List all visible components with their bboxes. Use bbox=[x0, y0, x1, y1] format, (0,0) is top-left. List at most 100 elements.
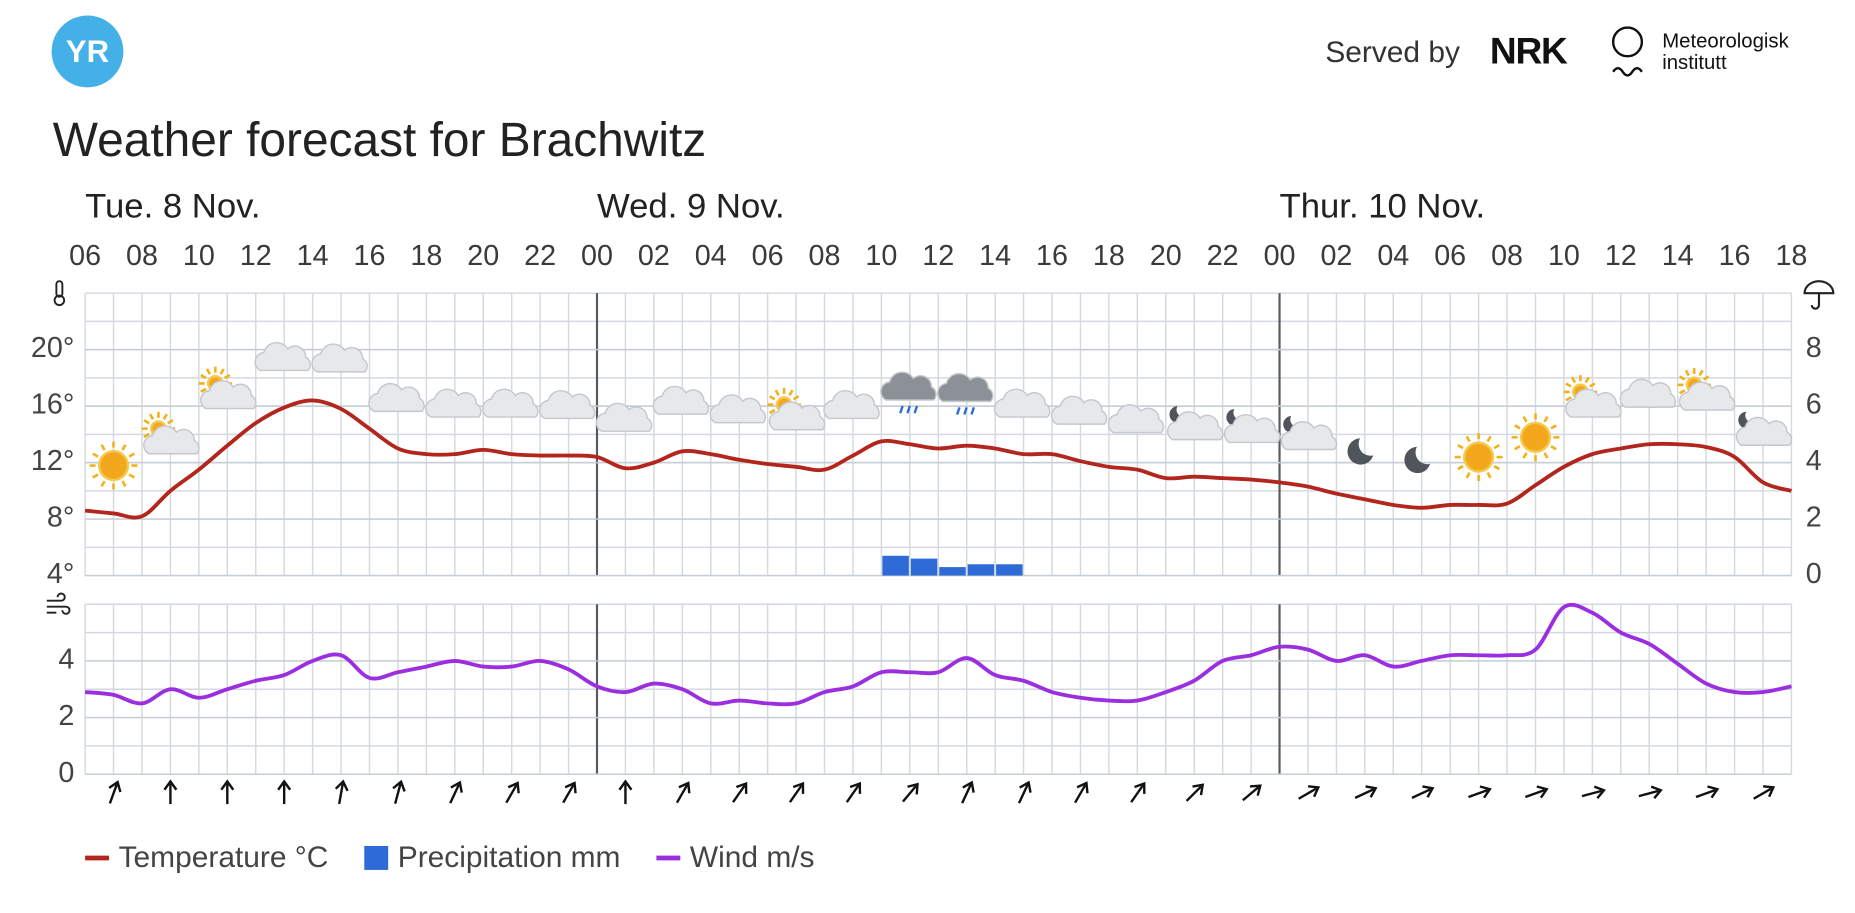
weather-icon bbox=[89, 441, 138, 490]
sun-ray bbox=[128, 452, 135, 458]
sun-ray bbox=[143, 419, 150, 425]
cloud bbox=[311, 343, 368, 373]
wind-arrow-head bbox=[450, 780, 463, 793]
x-tick-label: 02 bbox=[1320, 240, 1352, 272]
weather-icon bbox=[880, 371, 937, 414]
wind-arrow-head bbox=[334, 779, 349, 792]
cloud bbox=[425, 388, 482, 418]
weather-icon bbox=[1677, 368, 1736, 411]
weather-icon bbox=[254, 341, 312, 372]
y-tick-label: 4° bbox=[47, 558, 74, 590]
wind-arrow-head bbox=[220, 779, 235, 791]
wind-arrow-head bbox=[1763, 785, 1776, 798]
sun-ray bbox=[1493, 443, 1500, 450]
wind-arrow-shaft bbox=[1074, 784, 1087, 804]
sun-ray bbox=[100, 480, 106, 487]
cloud bbox=[1223, 413, 1281, 444]
sun-ray bbox=[1522, 452, 1528, 459]
sun-ray bbox=[768, 408, 776, 415]
wind-arrow bbox=[1638, 785, 1663, 799]
weather-icon bbox=[1050, 395, 1108, 425]
met-logo[interactable] bbox=[1611, 26, 1644, 58]
weather-icon bbox=[538, 389, 596, 420]
y-tick-label: 12° bbox=[31, 445, 74, 477]
sun-ray bbox=[1702, 375, 1710, 381]
cloud bbox=[1565, 388, 1622, 418]
x-tick-label: 10 bbox=[865, 240, 897, 272]
x-tick-label: 22 bbox=[524, 240, 556, 272]
wind-arrow-shaft bbox=[108, 783, 118, 804]
wind-arrow bbox=[1185, 783, 1205, 802]
weather-icon bbox=[823, 389, 880, 420]
wind-arrow-shaft bbox=[505, 784, 518, 804]
weather-icon bbox=[198, 366, 257, 410]
day-label: Thur. 10 Nov. bbox=[1280, 187, 1486, 225]
wind-arrow-shaft bbox=[1524, 788, 1545, 799]
wind-arrow-head bbox=[907, 782, 919, 795]
sun-ray bbox=[774, 389, 780, 396]
rain-drop bbox=[956, 406, 961, 415]
wind-arrow-shaft bbox=[338, 783, 344, 805]
sun-ray bbox=[1678, 389, 1686, 395]
page-title: Weather forecast for Brachwitz bbox=[53, 114, 706, 167]
wind-arrow-shaft bbox=[1468, 788, 1489, 799]
wind-arrow bbox=[1524, 785, 1549, 799]
cloud bbox=[200, 380, 257, 410]
line bbox=[84, 602, 1792, 707]
yr-logo[interactable] bbox=[51, 15, 124, 88]
wind-arrow bbox=[1298, 785, 1321, 800]
wind-arrow bbox=[1695, 785, 1720, 799]
weather-icon bbox=[595, 402, 653, 432]
y-tick-label: 4 bbox=[58, 643, 74, 675]
x-tick-label: 06 bbox=[1434, 240, 1466, 272]
cloud bbox=[1166, 411, 1224, 441]
wind-arrow bbox=[1017, 780, 1032, 804]
sun-ray bbox=[1465, 471, 1471, 479]
rain-drop bbox=[913, 405, 919, 414]
wind-icon bbox=[46, 592, 71, 615]
nrk-logo[interactable]: NRK bbox=[1490, 30, 1569, 72]
x-tick-label: 02 bbox=[638, 240, 670, 272]
wind-arrow bbox=[1074, 781, 1089, 804]
rain-drop bbox=[906, 405, 911, 414]
sun-ray bbox=[1584, 376, 1590, 384]
legend-label: Precipitation mm bbox=[398, 841, 621, 874]
sun bbox=[1463, 441, 1495, 473]
umbrella-icon bbox=[1803, 280, 1835, 310]
wind-arrow-shaft bbox=[845, 784, 860, 803]
sun-ray bbox=[200, 373, 207, 380]
wind-arrow-shaft bbox=[1581, 789, 1602, 798]
cloud bbox=[1050, 395, 1108, 425]
cloud bbox=[823, 389, 880, 420]
precip-bar bbox=[967, 564, 995, 576]
wind-arrow-head bbox=[163, 779, 178, 791]
x-tick-label: 08 bbox=[1491, 240, 1523, 272]
wind-arrow-shaft bbox=[732, 784, 746, 803]
cloud bbox=[1735, 416, 1793, 446]
thermometer-icon bbox=[53, 280, 66, 307]
wind-arrow bbox=[277, 779, 292, 805]
sun-ray bbox=[1514, 445, 1521, 451]
x-tick-label: 14 bbox=[297, 240, 329, 272]
wind-arrow-head bbox=[1650, 785, 1663, 799]
x-tick-label: 20 bbox=[1150, 240, 1182, 272]
x-tick-label: 04 bbox=[1377, 240, 1409, 272]
wind-arrow-shaft bbox=[1638, 789, 1659, 798]
x-tick-label: 00 bbox=[581, 240, 613, 272]
wind-arrow-head bbox=[1019, 780, 1032, 793]
weather-icon bbox=[1619, 378, 1677, 408]
sun-ray bbox=[1457, 464, 1464, 471]
weather-icon bbox=[1166, 406, 1224, 441]
sun-ray bbox=[200, 387, 207, 393]
sun-ray bbox=[1465, 435, 1471, 443]
cloud bbox=[993, 388, 1051, 418]
sun-ray bbox=[92, 452, 99, 458]
wind-arrow-head bbox=[507, 781, 520, 794]
cloud bbox=[538, 389, 596, 420]
wind-arrow-head bbox=[1479, 785, 1492, 799]
wind-arrow-shaft bbox=[1753, 787, 1772, 800]
sun-ray bbox=[1457, 443, 1464, 450]
legend-label: Wind m/s bbox=[690, 841, 815, 874]
weather-icon bbox=[1511, 413, 1560, 462]
